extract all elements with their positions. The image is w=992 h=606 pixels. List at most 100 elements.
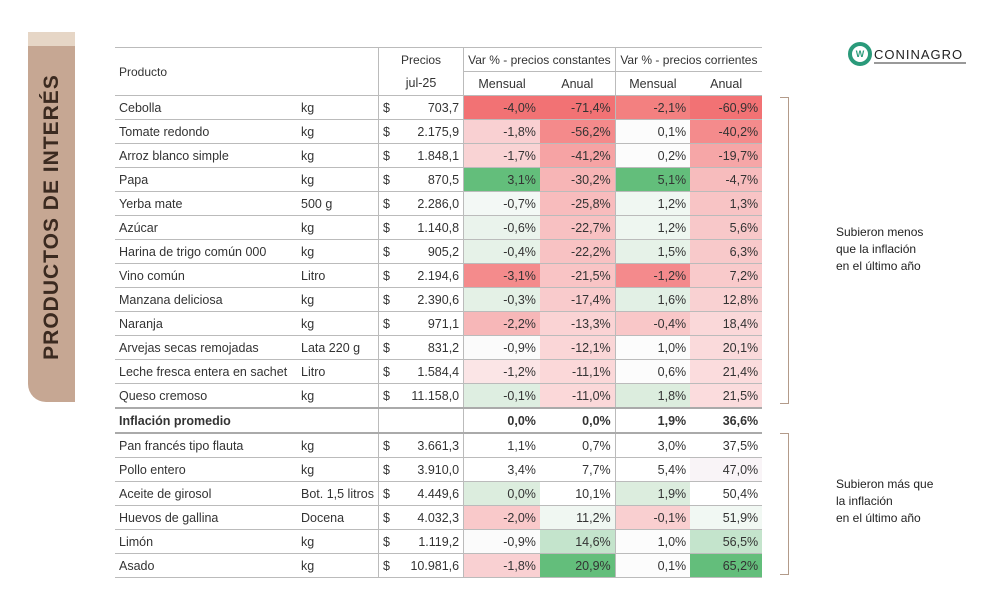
note-line: la inflación [836,494,893,508]
cell-curr-annual: 47,0% [690,457,763,482]
cell-const-annual: -22,7% [539,215,616,240]
header-period: jul-25 [377,71,464,96]
cell-const-annual: -30,2% [539,167,616,192]
cell-const-annual: -25,8% [539,191,616,216]
cell-product: Cebolla [115,95,297,120]
cell-unit: kg [297,433,379,458]
cell-currency: $ [377,191,407,216]
cell-const-monthly: 0,0% [463,481,540,506]
cell-price: 905,2 [406,239,464,264]
cell-product: Queso cremoso [115,383,297,409]
table-row: Leche fresca entera en sachet Litro $1.584… [115,359,763,384]
cell-currency: $ [377,311,407,336]
cell-const-monthly: -0,7% [463,191,540,216]
cell-currency: $ [377,215,407,240]
cell-const-monthly: -0,3% [463,287,540,312]
note-higher: Subieron más que la inflación en el últi… [836,476,933,527]
cell-const-monthly: -0,6% [463,215,540,240]
header-product: Producto [115,47,379,96]
cell-currency: $ [377,143,407,168]
price-table: Producto Precios Var % - precios constan… [115,47,763,578]
table-row: Aceite de girosol Bot. 1,5 litros $4.449,6… [115,481,763,506]
cell-product: Huevos de gallina [115,505,297,530]
cell-product: Vino común [115,263,297,288]
cell-price: 1.848,1 [406,143,464,168]
cell-curr-monthly: 5,4% [614,457,691,482]
cell-const-annual: -21,5% [539,263,616,288]
cell-currency: $ [377,95,407,120]
cell-unit: kg [297,215,379,240]
cell-curr-annual: 56,5% [690,529,763,554]
cell-const-annual: 7,7% [539,457,616,482]
cell-curr-monthly: 1,2% [614,215,691,240]
cell-const-annual: 11,2% [539,505,616,530]
cell-const-monthly: -1,8% [463,553,540,578]
cell-product: Pan francés tipo flauta [115,433,297,458]
note-line: en el último año [836,259,921,273]
side-tab [28,32,75,402]
table-row: Harina de trigo común 000 kg $905,2 -0,4% -2… [115,239,763,264]
cell-unit: kg [297,457,379,482]
cell-const-annual: 0,0% [539,407,616,434]
cell-currency: $ [377,457,407,482]
table-row: Cebolla kg $703,7 -4,0% -71,4% -2,1% -60,9% [115,95,763,120]
cell-const-annual: -56,2% [539,119,616,144]
cell-price: 831,2 [406,335,464,360]
cell-curr-monthly: 1,5% [614,239,691,264]
header-group-constant: Var % - precios constantes [463,47,616,72]
cell-currency: $ [377,167,407,192]
cell-const-monthly: -4,0% [463,95,540,120]
cell-curr-monthly: 0,1% [614,553,691,578]
cell-const-annual: -11,1% [539,359,616,384]
cell-product: Leche fresca entera en sachet [115,359,297,384]
cell-price: 3.661,3 [406,433,464,458]
cell-curr-monthly: 1,9% [614,481,691,506]
cell-curr-monthly: -2,1% [614,95,691,120]
table-row: Arvejas secas remojadas Lata 220 g $831,2-… [115,335,763,360]
table-row: Tomate redondo kg $2.175,9 -1,8% -56,2% 0,1% -… [115,119,763,144]
header-group-current: Var % - precios corrientes [614,47,763,72]
cell-unit: kg [297,119,379,144]
cell-price: 4.449,6 [406,481,464,506]
cell-currency: $ [377,119,407,144]
cell-curr-monthly: 3,0% [614,433,691,458]
cell-currency: $ [377,505,407,530]
cell-curr-monthly: 0,6% [614,359,691,384]
cell-product: Aceite de girosol [115,481,297,506]
cell-currency: $ [377,263,407,288]
cell-unit: kg [297,311,379,336]
cell-currency: $ [377,529,407,554]
cell-curr-annual: -40,2% [690,119,763,144]
cell-product: Tomate redondo [115,119,297,144]
table-row: Huevos de gallina Docena $4.032,3 -2,0% 11,2… [115,505,763,530]
cell-product: Pollo entero [115,457,297,482]
note-line: Subieron más que [836,477,934,491]
cell-currency: $ [377,553,407,578]
cell-price: 2.390,6 [406,287,464,312]
cell-currency: $ [377,335,407,360]
cell-const-annual: -13,3% [539,311,616,336]
logo-tagline [874,62,966,64]
cell-const-monthly: 3,4% [463,457,540,482]
cell-curr-monthly: 1,0% [614,529,691,554]
cell-price: 2.175,9 [406,119,464,144]
cell-price: 2.194,6 [406,263,464,288]
cell-unit: Lata 220 g [297,335,379,360]
cell-curr-annual: 6,3% [690,239,763,264]
cell-price: 1.140,8 [406,215,464,240]
cell-unit: kg [297,553,379,578]
cell-price: 1.584,4 [406,359,464,384]
cell-product: Arroz blanco simple [115,143,297,168]
cell-unit [297,407,379,434]
header-curr-annual: Anual [690,71,763,96]
table-row: Inflación promedio 0,0% 0,0% 1,9% 36,6% [115,407,763,434]
note-line: en el último año [836,511,921,525]
cell-const-monthly: -0,4% [463,239,540,264]
cell-const-monthly: -3,1% [463,263,540,288]
cell-curr-annual: 1,3% [690,191,763,216]
table-row: Yerba mate 500 g $2.286,0 -0,7% -25,8% 1,2% 1,… [115,191,763,216]
cell-unit: kg [297,95,379,120]
cell-const-annual: 14,6% [539,529,616,554]
cell-currency: $ [377,239,407,264]
header-const-monthly: Mensual [463,71,540,96]
